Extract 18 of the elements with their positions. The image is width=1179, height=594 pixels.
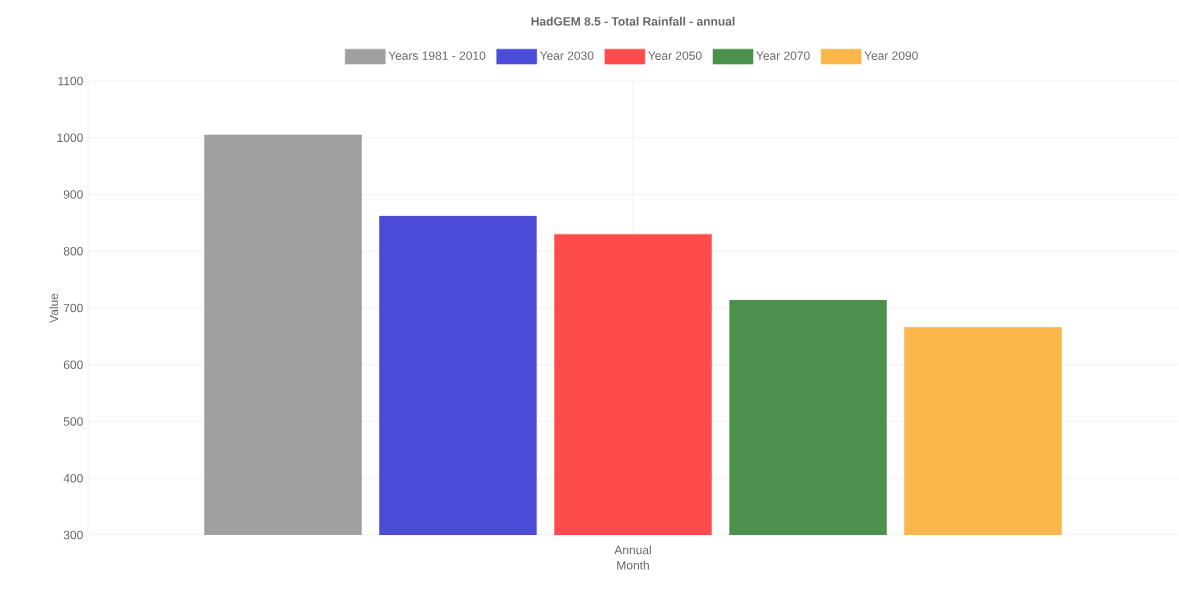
y-tick-label: 400 xyxy=(63,474,83,483)
x-tick-label: Annual xyxy=(614,545,651,555)
legend-label: Years 1981 - 2010 xyxy=(388,51,486,60)
y-axis-title: Value xyxy=(49,293,59,323)
legend-label: Year 2070 xyxy=(756,51,810,60)
y-tick-label: 1100 xyxy=(58,76,83,86)
legend-label: Year 2050 xyxy=(648,51,702,60)
y-tick-label: 900 xyxy=(63,190,83,199)
legend-label: Year 2030 xyxy=(539,51,594,60)
y-tick-label: 600 xyxy=(63,360,83,370)
y-tick-label: 500 xyxy=(63,417,83,426)
y-tick-label: 700 xyxy=(63,303,83,313)
y-tick-label: 800 xyxy=(63,247,83,256)
legend-label: Year 2090 xyxy=(864,51,918,60)
x-axis-title: Month xyxy=(617,560,649,570)
y-tick-label: 300 xyxy=(63,530,83,540)
chart-title: HadGEM 8.5 - Total Rainfall - annual xyxy=(531,16,735,26)
y-tick-label: 1000 xyxy=(57,133,83,143)
